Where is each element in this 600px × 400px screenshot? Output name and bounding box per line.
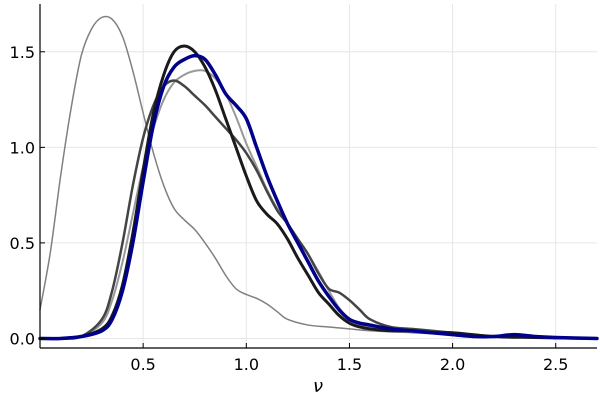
x-tick-label: 2.5 bbox=[543, 355, 568, 374]
grid-lines bbox=[40, 4, 597, 348]
y-tick-labels: 0.0 0.5 1.0 1.5 bbox=[10, 43, 35, 349]
x-tick-label: 1.5 bbox=[337, 355, 362, 374]
series-layer bbox=[38, 15, 599, 341]
density-line-1 bbox=[39, 15, 598, 340]
density-line-3 bbox=[38, 79, 599, 340]
y-tick-label: 0.0 bbox=[10, 329, 35, 348]
x-tick-label: 1.0 bbox=[234, 355, 259, 374]
density-line-2 bbox=[39, 69, 598, 340]
density-line-4 bbox=[38, 44, 599, 341]
density-line-5 bbox=[38, 53, 599, 341]
axes bbox=[39, 4, 597, 349]
y-tick-label: 0.5 bbox=[10, 234, 35, 253]
x-tick-label: 0.5 bbox=[130, 355, 155, 374]
y-tick-label: 1.0 bbox=[10, 138, 35, 157]
x-tick-labels: 0.5 1.0 1.5 2.0 2.5 bbox=[130, 355, 568, 374]
x-tick-label: 2.0 bbox=[440, 355, 465, 374]
y-tick-label: 1.5 bbox=[10, 43, 35, 62]
x-axis-label: ν bbox=[313, 376, 323, 397]
